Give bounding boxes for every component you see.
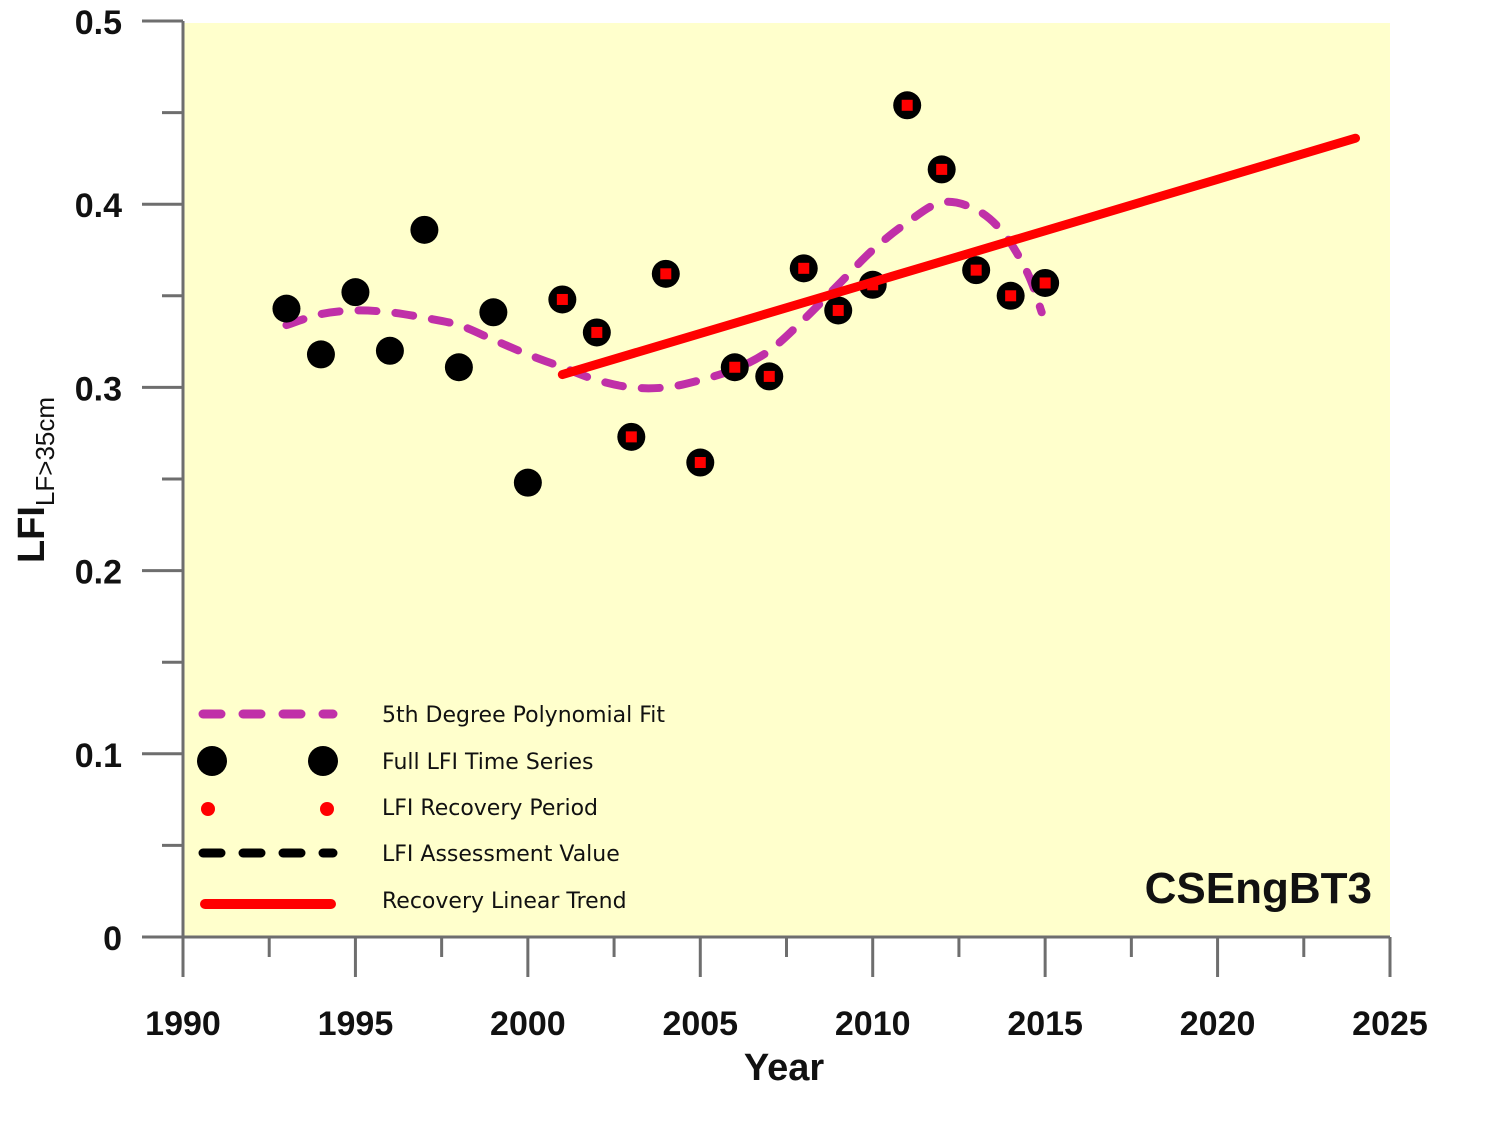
plot-background bbox=[183, 23, 1390, 937]
legend-label: LFI Assessment Value bbox=[382, 842, 620, 867]
full-series-point bbox=[479, 298, 508, 327]
legend-marker-icon bbox=[201, 802, 215, 816]
y-tick-label: 0 bbox=[103, 920, 122, 958]
y-axis-title: LFILF>35cm bbox=[11, 397, 60, 563]
legend-marker-icon bbox=[308, 746, 338, 776]
recovery-point bbox=[625, 431, 637, 443]
y-axis-title-main: LFI bbox=[11, 506, 53, 563]
recovery-point bbox=[763, 370, 775, 382]
legend-item: LFI Assessment Value bbox=[198, 842, 620, 867]
legend: 5th Degree Polynomial Fit Full LFI Time S… bbox=[197, 703, 665, 914]
x-ticks: 1990 1995 2000 2005 2010 2015 2020 2025 bbox=[145, 937, 1428, 1043]
polynomial-fit-line bbox=[282, 197, 1046, 393]
recovery-point bbox=[798, 262, 810, 274]
y-tick-label: 0.4 bbox=[75, 187, 122, 225]
recovery-point bbox=[660, 268, 672, 280]
recovery-point bbox=[694, 457, 706, 469]
y-tick-label: 0.3 bbox=[75, 370, 122, 408]
x-tick-label: 1990 bbox=[145, 1005, 221, 1043]
full-series-point bbox=[306, 340, 335, 369]
legend-label: 5th Degree Polynomial Fit bbox=[382, 703, 665, 728]
full-series-point bbox=[375, 336, 404, 365]
legend-item: Full LFI Time Series bbox=[197, 746, 594, 776]
y-tick-label: 0.5 bbox=[75, 4, 122, 42]
x-tick-label: 2015 bbox=[1007, 1005, 1083, 1043]
recovery-point bbox=[832, 304, 844, 316]
x-tick-label: 2025 bbox=[1352, 1005, 1428, 1043]
full-series-point bbox=[513, 468, 542, 497]
full-series-point bbox=[341, 278, 370, 307]
recovery-point bbox=[1005, 290, 1017, 302]
recovery-trend-line bbox=[557, 133, 1361, 380]
axes bbox=[142, 21, 1390, 977]
legend-label: Recovery Linear Trend bbox=[382, 889, 627, 914]
full-series-point bbox=[444, 353, 473, 382]
x-tick-label: 2005 bbox=[662, 1005, 738, 1043]
x-tick-label: 2020 bbox=[1180, 1005, 1256, 1043]
recovery-point bbox=[556, 293, 568, 305]
site-label: CSEngBT3 bbox=[1145, 864, 1372, 913]
legend-item: Recovery Linear Trend bbox=[200, 889, 627, 914]
y-axis-title-sub: LF>35cm bbox=[30, 397, 60, 506]
recovery-point bbox=[901, 99, 913, 111]
svg-text:LFILF>35cm: LFILF>35cm bbox=[11, 397, 60, 563]
y-ticks: 0 0.1 0.2 0.3 0.4 0.5 bbox=[75, 4, 183, 958]
full-series-point bbox=[410, 215, 439, 244]
recovery-point bbox=[970, 264, 982, 276]
x-axis-title: Year bbox=[744, 1047, 825, 1089]
legend-item: LFI Recovery Period bbox=[201, 796, 598, 821]
x-tick-label: 2010 bbox=[835, 1005, 911, 1043]
x-tick-label: 1995 bbox=[318, 1005, 394, 1043]
recovery-point bbox=[1039, 277, 1051, 289]
recovery-point bbox=[729, 361, 741, 373]
recovery-point bbox=[591, 326, 603, 338]
legend-marker-icon bbox=[197, 746, 227, 776]
legend-item: 5th Degree Polynomial Fit bbox=[198, 703, 665, 728]
x-tick-label: 2000 bbox=[490, 1005, 566, 1043]
legend-label: LFI Recovery Period bbox=[382, 796, 598, 821]
recovery-point bbox=[936, 163, 948, 175]
legend-label: Full LFI Time Series bbox=[382, 750, 594, 775]
y-tick-label: 0.2 bbox=[75, 554, 122, 592]
full-series-point bbox=[272, 294, 301, 323]
legend-marker-icon bbox=[320, 802, 334, 816]
y-tick-label: 0.1 bbox=[75, 737, 122, 775]
series-layer bbox=[272, 91, 1361, 497]
